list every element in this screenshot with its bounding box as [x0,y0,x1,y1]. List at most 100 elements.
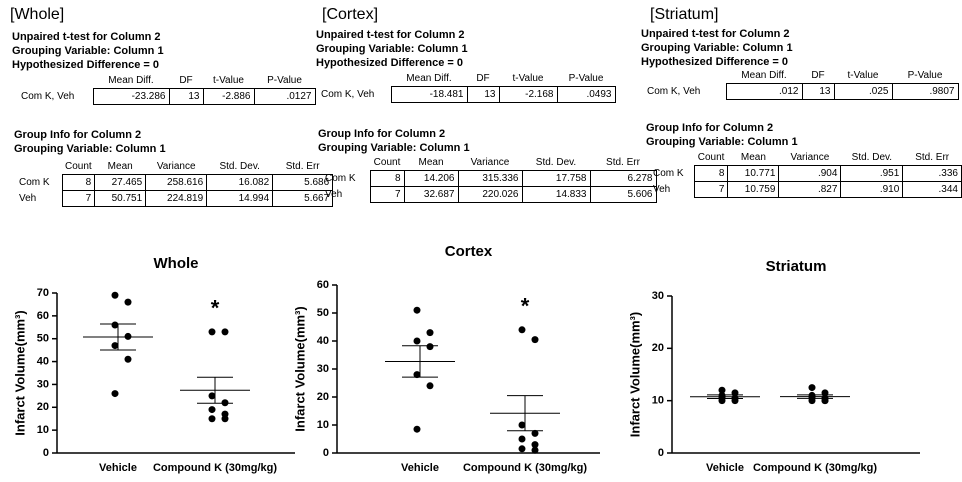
test-line: Unpaired t-test for Column 2 [12,31,161,43]
y-tick-label: 70 [37,287,49,299]
row-label: Com K [19,177,50,188]
column-header: t-Value [213,75,244,86]
cell: .0127 [253,88,316,105]
data-point [221,328,229,336]
header-row: Count Mean Variance Std. Dev. Std. Err [322,155,656,171]
cell: 224.819 [145,190,208,207]
cell: .012 [725,83,803,100]
y-tick-label: 50 [37,333,49,345]
data-point [426,382,434,390]
y-tick-label: 30 [317,363,329,375]
data-point [111,321,119,329]
row-label: Com K, Veh [21,91,75,102]
row-label: Com K, Veh [321,89,375,100]
row-label: Com K [325,173,356,184]
data-row: Veh 7 10.759.827.910.344 [650,181,962,198]
cell: .344 [902,181,962,198]
data-row: Veh 7 50.751 224.819 14.994 5.667 [16,190,334,207]
test-line: Hypothesized Difference = 0 [641,56,789,68]
y-axis-label: Infarct Volume(mm³) [627,312,642,437]
data-row: Com K, Veh .012 13.025.9807 [644,83,959,100]
test-line: Unpaired t-test for Column 2 [641,28,790,40]
data-point [413,371,421,379]
data-point [821,397,829,405]
cell: 13 [801,83,835,100]
y-tick-label: 10 [317,419,329,431]
test-line: Hypothesized Difference = 0 [12,59,160,71]
y-tick-label: 10 [37,424,49,436]
y-tick-label: 40 [37,355,49,367]
data-row: Com K, Veh -23.286 13 -2.886.0127 [18,88,316,105]
x-tick-label: Compound K (30mg/kg) [463,462,587,474]
y-tick-label: 20 [317,391,329,403]
column-header: Mean Diff. [108,75,154,86]
data-point [518,326,526,334]
column-header: Count [697,152,725,163]
panel-heading: [Whole] [10,6,65,23]
chart-title: Cortex [445,243,493,260]
annotation: * [521,294,530,319]
cell: .827 [778,181,842,198]
cell: .025 [833,83,893,100]
data-point [531,441,539,449]
header-row: Mean Diff. DF t-Value P-Value [644,68,958,84]
y-tick-label: 0 [323,447,329,459]
test-line: Grouping Variable: Column 1 [641,42,793,54]
column-header: Std. Err [285,161,320,172]
data-point [531,446,539,454]
data-point [531,429,539,437]
data-point [221,399,229,407]
data-point [208,392,216,400]
data-point [208,415,216,423]
x-tick-label: Compound K (30mg/kg) [753,462,877,474]
column-header: Std. Err [915,152,950,163]
column-header: DF [179,75,193,86]
column-header: Mean [418,157,444,168]
data-row: Veh 7 32.687 220.026 14.833 5.606 [322,186,657,203]
cell: 7 [369,186,405,203]
data-point [111,342,119,350]
cell: .0493 [556,86,616,103]
data-row: Com K 8 10.771.904.951.336 [650,165,962,182]
y-axis-label: Infarct Volume(mm³) [292,306,307,431]
data-point [808,384,816,392]
x-tick-label: Compound K (30mg/kg) [153,462,277,474]
data-point [208,328,216,336]
column-header: DF [476,73,490,84]
column-header: Count [373,157,401,168]
data-point [413,306,421,314]
column-header: Std. Dev. [851,152,893,163]
cell: 6.278 [589,170,657,187]
test-line: Grouping Variable: Column 1 [316,43,468,55]
data-point [111,291,119,299]
y-tick-label: 40 [317,335,329,347]
y-tick-label: 30 [37,378,49,390]
data-point [111,390,119,398]
group-title: Grouping Variable: Column 1 [646,136,798,148]
panel-heading: [Striatum] [650,6,719,23]
data-point [124,332,132,340]
column-header: Mean [107,161,133,172]
column-header: Mean Diff. [406,73,452,84]
cell: 13 [466,86,500,103]
column-header: Mean [740,152,766,163]
x-tick-label: Vehicle [99,462,137,474]
column-header: DF [811,70,825,81]
column-header: Std. Dev. [535,157,577,168]
data-point [208,406,216,414]
data-point [426,329,434,337]
row-label: Com K [653,168,684,179]
column-header: Std. Err [606,157,640,168]
test-line: Hypothesized Difference = 0 [316,57,464,69]
test-line: Grouping Variable: Column 1 [12,45,164,57]
column-header: P-Value [267,75,302,86]
data-point [518,435,526,443]
column-header: Count [65,161,92,172]
row-label: Veh [325,189,343,200]
y-tick-label: 10 [652,395,664,407]
cell: .9807 [891,83,959,100]
header-row: Count Mean Variance Std. Dev. Std. Err [16,159,333,175]
